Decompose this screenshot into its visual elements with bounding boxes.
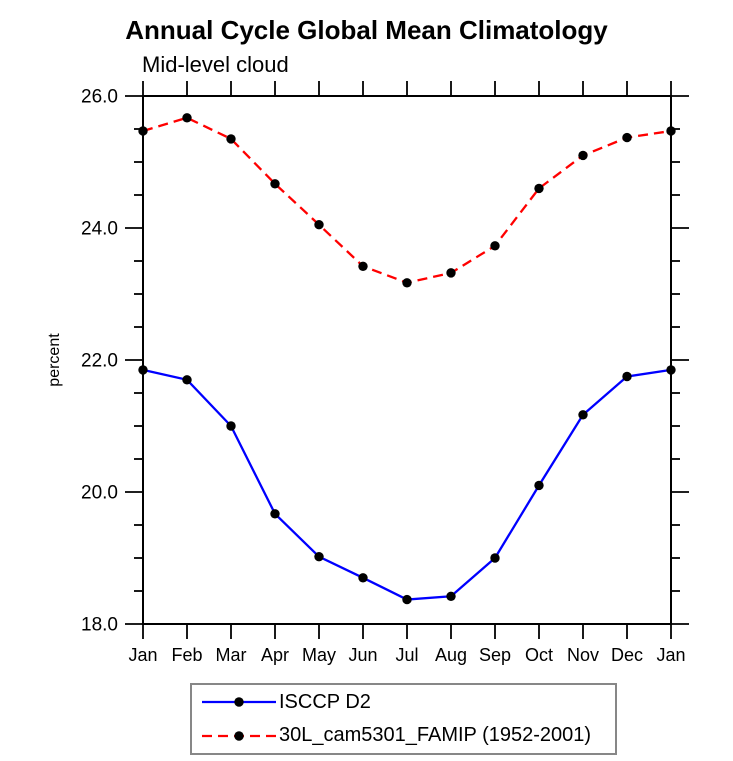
y-tick-label: 22.0 (81, 351, 118, 372)
x-tick-label: Apr (261, 645, 289, 665)
x-tick-label: Jun (348, 645, 377, 665)
legend-sample-solid-line-icon (202, 697, 276, 708)
data-point-marker (622, 132, 632, 143)
data-point-marker (578, 410, 588, 420)
data-point-marker (182, 375, 192, 385)
legend-item: 30L_cam5301_FAMIP (1952-2001) (192, 720, 615, 752)
data-point-marker (138, 365, 148, 375)
data-point-marker (314, 220, 324, 230)
data-point-marker (358, 261, 368, 271)
x-tick-label: Feb (171, 645, 202, 665)
y-tick-label: 20.0 (81, 483, 118, 504)
data-point-marker (490, 553, 500, 563)
data-point-marker (490, 241, 500, 251)
legend-marker-dot-icon (234, 730, 244, 741)
data-point-marker (666, 365, 676, 375)
data-point-marker (182, 113, 192, 123)
chart-subtitle: Mid-level cloud (142, 52, 289, 77)
x-tick-label: Nov (567, 645, 599, 665)
data-point-marker (270, 509, 280, 519)
x-tick-label: Sep (479, 645, 511, 665)
y-tick-label: 18.0 (81, 615, 118, 636)
chart-title: Annual Cycle Global Mean Climatology (125, 15, 608, 45)
legend-box: ISCCP D2 30L_cam5301_FAMIP (1952-2001) (190, 683, 617, 755)
x-tick-label: Jan (656, 645, 685, 665)
data-point-marker (358, 573, 368, 583)
data-point-marker (402, 594, 412, 605)
data-point-marker (622, 371, 632, 382)
series-line-dashed (142, 116, 672, 284)
x-tick-label: Aug (435, 645, 467, 665)
data-point-marker (534, 480, 544, 491)
y-tick-label: 26.0 (81, 87, 118, 108)
x-tick-label: Oct (525, 645, 553, 665)
x-tick-label: Jan (128, 645, 157, 665)
data-point-marker (402, 278, 412, 288)
legend-item: ISCCP D2 (192, 686, 615, 718)
data-point-marker (578, 150, 588, 161)
legend-label: 30L_cam5301_FAMIP (1952-2001) (279, 724, 592, 747)
data-point-marker (666, 126, 676, 136)
x-tick-label: May (302, 645, 336, 665)
legend-label: ISCCP D2 (279, 690, 371, 713)
series-line-solid (142, 368, 672, 601)
x-tick-label: Dec (611, 645, 643, 665)
plot-frame (142, 95, 672, 625)
data-point-marker (270, 179, 280, 189)
data-point-marker (534, 183, 544, 194)
x-tick-label: Jul (395, 645, 418, 665)
data-point-marker (226, 134, 236, 144)
legend-sample-dashed-line-icon (202, 730, 276, 741)
data-point-marker (446, 591, 456, 601)
data-point-marker (314, 551, 324, 562)
legend-marker-dot-icon (234, 697, 244, 708)
x-tick-label: Mar (216, 645, 247, 665)
data-point-marker (446, 268, 456, 278)
y-tick-label: 24.0 (81, 219, 118, 240)
data-point-marker (226, 421, 236, 431)
data-point-marker (138, 126, 148, 136)
